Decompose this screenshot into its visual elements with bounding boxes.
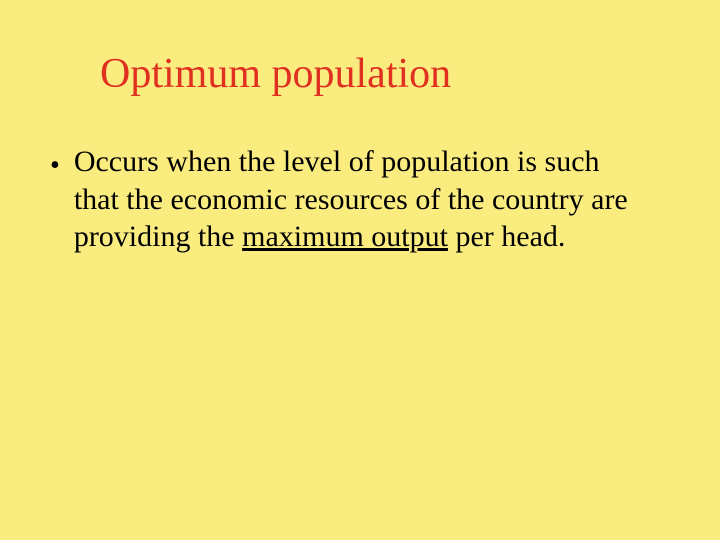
bullet-text-post: per head.	[448, 220, 565, 253]
slide-title: Optimum population	[100, 50, 670, 98]
bullet-item: • Occurs when the level of population is…	[50, 143, 670, 256]
bullet-marker-icon: •	[50, 149, 60, 183]
bullet-text: Occurs when the level of population is s…	[74, 143, 634, 256]
bullet-text-underlined: maximum output	[242, 220, 448, 253]
